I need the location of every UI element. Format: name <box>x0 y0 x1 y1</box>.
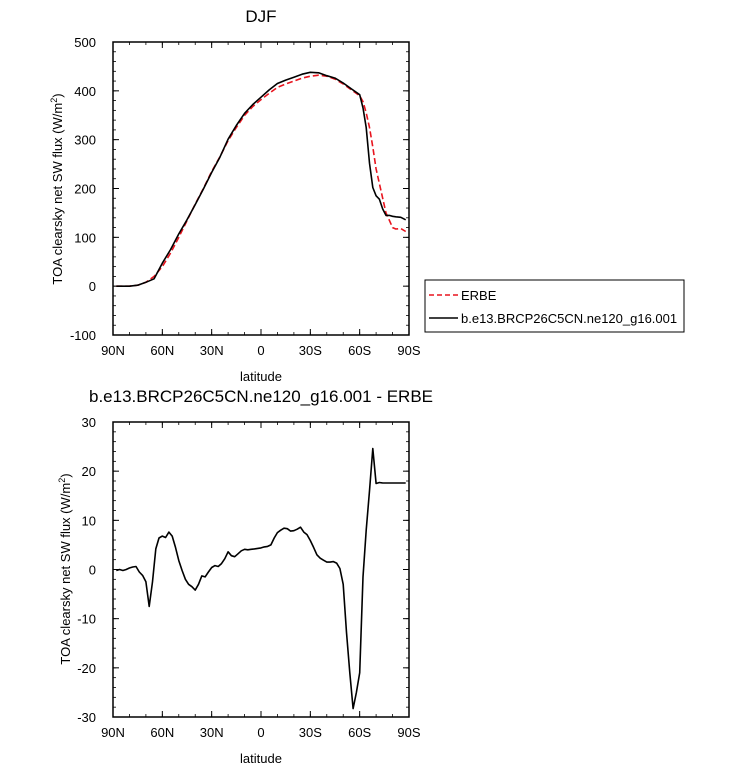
difference-panel: b.e13.BRCP26C5CN.ne120_g16.001 - ERBE 90… <box>57 387 433 766</box>
x-axis-label: latitude <box>240 751 282 766</box>
x-tick-label: 30N <box>200 343 224 358</box>
legend-box <box>424 279 685 333</box>
y-tick-marks <box>112 41 410 336</box>
x-axis-label: latitude <box>240 369 282 384</box>
x-tick-label: 60S <box>348 343 371 358</box>
series-lines <box>116 447 406 710</box>
x-tick-label: 90S <box>397 725 420 740</box>
x-tick-label: 30N <box>200 725 224 740</box>
x-tick-label: 90N <box>101 343 125 358</box>
x-tick-label: 0 <box>257 725 264 740</box>
y-axis-label-close: ) <box>50 93 65 97</box>
y-axis-label-superscript: 2 <box>49 98 59 103</box>
y-tick-label: -30 <box>77 710 96 725</box>
y-axis-label: TOA clearsky net SW flux (W/m2) <box>57 473 73 664</box>
plot-frame <box>112 421 410 718</box>
y-tick-label: 30 <box>82 415 96 430</box>
y-tick-label: 300 <box>74 133 96 148</box>
y-axis-label-text: TOA clearsky net SW flux (W/m <box>58 483 73 665</box>
legend: ERBE b.e13.BRCP26C5CN.ne120_g16.001 <box>424 279 685 333</box>
y-axis-label-superscript: 2 <box>57 478 67 483</box>
y-tick-label: -10 <box>77 612 96 627</box>
series-line-model <box>116 71 407 288</box>
x-axis-ticks: 90N 60N 30N 0 30S 60S 90S <box>101 422 421 740</box>
y-tick-label: 0 <box>89 279 96 294</box>
x-tick-label: 30S <box>299 725 322 740</box>
x-tick-label: 0 <box>257 343 264 358</box>
series-lines <box>116 71 407 288</box>
legend-label-erbe: ERBE <box>461 288 497 303</box>
y-tick-label: 20 <box>82 464 96 479</box>
y-tick-label: 100 <box>74 230 96 245</box>
y-tick-label: 0 <box>89 563 96 578</box>
chart-title: DJF <box>245 7 276 26</box>
x-tick-label: 90N <box>101 725 125 740</box>
y-tick-label: 200 <box>74 182 96 197</box>
y-axis-ticks: -30 -20 -10 0 10 20 30 <box>77 415 409 725</box>
x-tick-label: 60N <box>150 343 174 358</box>
y-tick-label: 500 <box>74 35 96 50</box>
series-line-difference <box>116 447 406 710</box>
y-axis-label-close: ) <box>58 473 73 477</box>
y-tick-label: 400 <box>74 84 96 99</box>
legend-label-model: b.e13.BRCP26C5CN.ne120_g16.001 <box>461 311 677 326</box>
series-line-erbe <box>116 74 407 288</box>
x-tick-label: 30S <box>299 343 322 358</box>
y-tick-label: 10 <box>82 513 96 528</box>
y-tick-marks <box>112 421 410 718</box>
x-tick-label: 60N <box>150 725 174 740</box>
x-axis-ticks: 90N 60N 30N 0 30S 60S 90S <box>101 42 421 358</box>
y-tick-label: -20 <box>77 661 96 676</box>
y-axis-ticks: -100 0 100 200 300 400 500 <box>70 35 409 343</box>
chart-title: b.e13.BRCP26C5CN.ne120_g16.001 - ERBE <box>89 387 433 406</box>
y-axis-label: TOA clearsky net SW flux (W/m2) <box>49 93 65 284</box>
djf-flux-panel: DJF 90N 60N 30N 0 30S 60S 90S -100 0 100 200 300 40… <box>49 7 421 384</box>
x-tick-label: 90S <box>397 343 420 358</box>
y-tick-label: -100 <box>70 328 96 343</box>
x-tick-label: 60S <box>348 725 371 740</box>
y-axis-label-text: TOA clearsky net SW flux (W/m <box>50 103 65 285</box>
plot-frame <box>112 41 410 336</box>
